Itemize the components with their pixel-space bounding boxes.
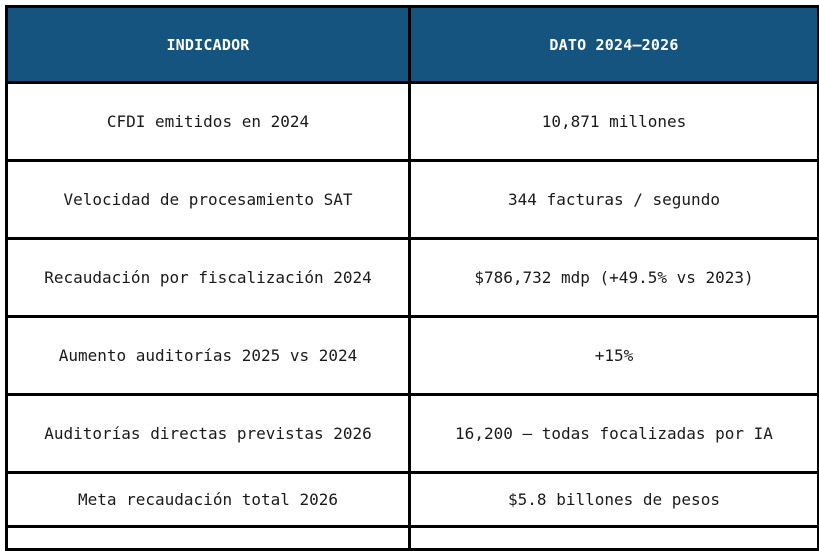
table-row: Aumento auditorías 2025 vs 2024 +15% — [5, 315, 819, 396]
indicators-table: INDICADOR DATO 2024–2026 CFDI emitidos e… — [5, 5, 819, 551]
indicator-cell: CFDI emitidos en 2024 — [5, 81, 411, 162]
table-row: Recaudación por fiscalización 2024 $786,… — [5, 237, 819, 318]
indicator-cell: Meta recaudación total 2026 — [5, 471, 411, 528]
value-cell-empty — [408, 525, 819, 551]
value-cell: $786,732 mdp (+49.5% vs 2023) — [408, 237, 819, 318]
indicator-cell: Aumento auditorías 2025 vs 2024 — [5, 315, 411, 396]
column-header-indicator: INDICADOR — [5, 5, 411, 84]
table-row-cut-off — [5, 525, 819, 551]
indicator-cell: Velocidad de procesamiento SAT — [5, 159, 411, 240]
table-row: CFDI emitidos en 2024 10,871 millones — [5, 81, 819, 162]
table-row: Meta recaudación total 2026 $5.8 billone… — [5, 471, 819, 528]
table-header-row: INDICADOR DATO 2024–2026 — [5, 5, 819, 84]
table-row: Auditorías directas previstas 2026 16,20… — [5, 393, 819, 474]
indicator-cell: Auditorías directas previstas 2026 — [5, 393, 411, 474]
indicators-table-container: INDICADOR DATO 2024–2026 CFDI emitidos e… — [5, 5, 819, 551]
value-cell: +15% — [408, 315, 819, 396]
table-row: Velocidad de procesamiento SAT 344 factu… — [5, 159, 819, 240]
value-cell: 16,200 — todas focalizadas por IA — [408, 393, 819, 474]
value-cell: 344 facturas / segundo — [408, 159, 819, 240]
indicator-cell-empty — [5, 525, 411, 551]
indicator-cell: Recaudación por fiscalización 2024 — [5, 237, 411, 318]
value-cell: $5.8 billones de pesos — [408, 471, 819, 528]
value-cell: 10,871 millones — [408, 81, 819, 162]
column-header-data: DATO 2024–2026 — [408, 5, 819, 84]
